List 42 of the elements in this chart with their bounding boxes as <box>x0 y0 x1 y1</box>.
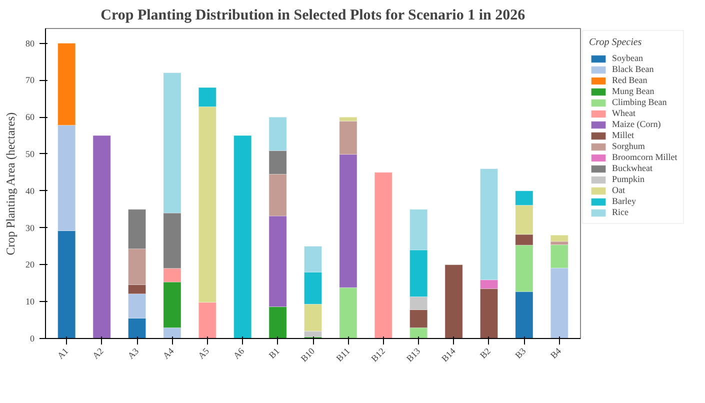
y-tick-label: 70 <box>26 75 35 86</box>
x-tick-label: B2 <box>478 346 493 360</box>
y-tick-label: 30 <box>26 222 35 233</box>
y-tick-label: 10 <box>26 296 35 307</box>
legend-label: Soybean <box>612 53 643 63</box>
legend-label: Black Bean <box>612 64 654 74</box>
x-tick-label: B10 <box>298 346 317 364</box>
legend-label: Oat <box>612 185 626 195</box>
y-axis-title: Crop Planting Area (hectares) <box>4 112 18 256</box>
y-tick-label: 40 <box>26 186 35 196</box>
y-tick-label: 80 <box>26 38 35 48</box>
legend-label: Mung Bean <box>612 86 654 96</box>
legend-label: Sorghum <box>612 141 645 151</box>
legend-label: Maize (Corn) <box>612 119 661 129</box>
x-tick-label: A1 <box>55 346 70 361</box>
legend-label: Pumpkin <box>612 174 645 184</box>
x-tick-label: B1 <box>266 346 282 360</box>
legend-title: Crop Species <box>589 37 643 48</box>
x-tick-label: A6 <box>231 346 246 361</box>
x-tick-label: A5 <box>196 346 212 361</box>
legend-label: Broomcorn Millet <box>612 152 678 162</box>
legend-label: Wheat <box>612 108 636 118</box>
chart-title: Crop Planting Distribution in Selected Plots for Scenario 1 in 2026 <box>100 8 526 24</box>
legend-label: Rice <box>612 207 630 217</box>
y-tick-label: 60 <box>26 112 35 122</box>
legend-label: Buckwheat <box>612 163 652 173</box>
x-tick-label: B11 <box>334 346 352 364</box>
y-tick-label: 20 <box>26 260 35 270</box>
legend-label: Red Bean <box>612 75 648 85</box>
x-tick-label: A2 <box>90 346 106 361</box>
x-tick-label: B3 <box>513 346 528 360</box>
x-tick-label: A4 <box>160 346 176 361</box>
legend-label: Millet <box>612 130 634 140</box>
x-tick-label: B14 <box>440 346 458 364</box>
x-tick-label: B13 <box>404 346 422 364</box>
legend-label: Barley <box>612 196 636 206</box>
y-tick-label: 50 <box>26 148 35 159</box>
x-tick-label: B4 <box>548 346 564 360</box>
y-tick-label: 0 <box>30 334 35 344</box>
legend-label: Climbing Bean <box>612 97 667 107</box>
x-tick-label: A3 <box>126 346 141 361</box>
x-tick-label: B12 <box>369 346 387 364</box>
